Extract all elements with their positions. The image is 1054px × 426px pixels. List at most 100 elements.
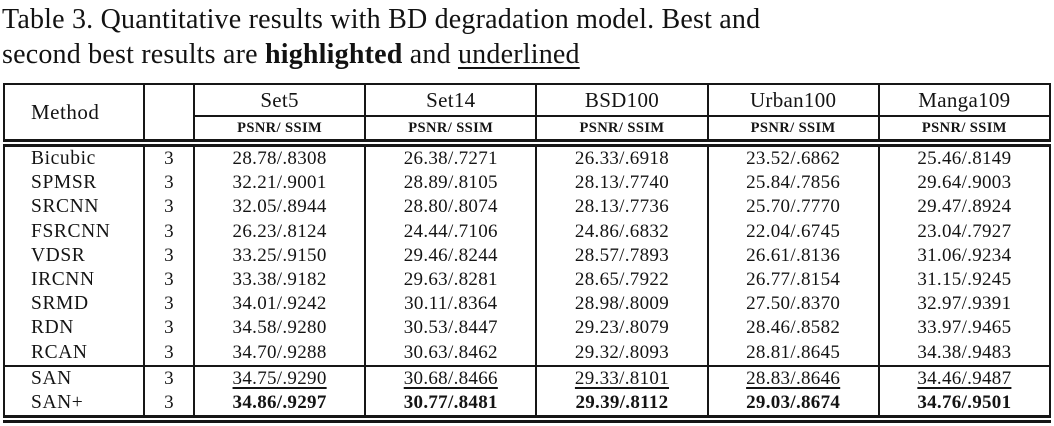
value-cell: 34.58/.9280 — [192, 316, 366, 341]
scale-column-header — [143, 84, 194, 147]
value-cell: 23.52/.6862 — [706, 143, 879, 172]
method-cell: SAN+ — [3, 390, 144, 420]
value-cell: 28.78/.8308 — [192, 143, 366, 172]
value-cell: 28.98/.8009 — [535, 292, 708, 317]
value-cell: 28.89/.8105 — [364, 171, 537, 196]
value-cell: 29.32/.8093 — [535, 340, 708, 366]
method-cell: VDSR — [3, 243, 144, 268]
value-cell: 32.21/.9001 — [192, 171, 366, 196]
method-cell: SRCNN — [3, 195, 144, 220]
value-cell: 33.25/.9150 — [192, 243, 366, 268]
scale-cell: 3 — [143, 292, 194, 317]
header-row-datasets: Method Set5 Set14 BSD100 Urban100 Manga1… — [3, 84, 1050, 147]
column-header-set5: Set5 — [192, 84, 366, 117]
method-cell: SPMSR — [3, 171, 144, 196]
scale-cell: 3 — [143, 243, 194, 268]
column-header-urban100: Urban100 — [706, 84, 879, 117]
metric-header-bsd100: PSNR/ SSIM — [535, 116, 708, 147]
column-header-bsd100: BSD100 — [535, 84, 708, 117]
value-cell: 26.33/.6918 — [535, 143, 708, 172]
method-cell: RDN — [3, 316, 144, 341]
scale-cell: 3 — [143, 316, 194, 341]
table-row: SAN+ 3 34.86/.9297 30.77/.8481 29.39/.8112 29… — [3, 390, 1050, 420]
table-row: VDSR 3 33.25/.9150 29.46/.8244 28.57/.7893 26… — [3, 243, 1050, 268]
column-header-manga109: Manga109 — [877, 84, 1050, 117]
value-cell: 26.23/.8124 — [192, 219, 366, 244]
caption-line2-pre: second best results are — [2, 39, 265, 70]
table-row: RDN 3 34.58/.9280 30.53/.8447 29.23/.8079 28.… — [3, 316, 1050, 341]
value-cell: 32.97/.9391 — [877, 292, 1050, 317]
metric-header-manga109: PSNR/ SSIM — [877, 116, 1050, 147]
table-caption: Table 3. Quantitative results with BD de… — [2, 2, 1054, 72]
value-cell: 28.80/.8074 — [364, 195, 537, 220]
value-cell: 34.76/.9501 — [877, 390, 1050, 420]
value-cell: 26.61/.8136 — [706, 243, 879, 268]
table-body: Bicubic 3 28.78/.8308 26.38/.7271 26.33/.691… — [3, 143, 1050, 420]
value-cell: 25.70/.7770 — [706, 195, 879, 220]
value-cell: 22.04/.6745 — [706, 219, 879, 244]
scale-cell: 3 — [143, 340, 194, 366]
caption-line2-mid: and — [402, 39, 458, 70]
value-cell: 28.57/.7893 — [535, 243, 708, 268]
method-column-header: Method — [3, 84, 144, 147]
method-cell: SAN — [3, 364, 144, 391]
caption-highlighted-word: highlighted — [264, 39, 403, 70]
table-row: RCAN 3 34.70/.9288 30.63/.8462 29.32/.8093 28… — [3, 340, 1050, 366]
value-cell: 28.81/.8645 — [706, 340, 879, 366]
value-cell: 31.06/.9234 — [877, 243, 1050, 268]
table-row: SRCNN 3 32.05/.8944 28.80/.8074 28.13/.7736 2… — [3, 195, 1050, 220]
method-cell: SRMD — [3, 292, 144, 317]
scale-cell: 3 — [143, 390, 194, 420]
value-cell: 30.53/.8447 — [364, 316, 537, 341]
scale-cell: 3 — [143, 171, 194, 196]
caption-underlined-word: underlined — [457, 39, 580, 70]
value-cell: 29.23/.8079 — [535, 316, 708, 341]
value-cell: 29.33/.8101 — [535, 364, 708, 391]
value-cell: 24.44/.7106 — [364, 219, 537, 244]
scale-cell: 3 — [143, 195, 194, 220]
value-cell: 30.11/.8364 — [364, 292, 537, 317]
value-cell: 25.84/.7856 — [706, 171, 879, 196]
header-row-metrics: PSNR/ SSIM PSNR/ SSIM PSNR/ SSIM PSNR/ S… — [4, 116, 1050, 147]
scale-cell: 3 — [143, 219, 194, 244]
value-cell: 27.50/.8370 — [706, 292, 879, 317]
table-row: FSRCNN 3 26.23/.8124 24.44/.7106 24.86/.6832… — [3, 219, 1050, 244]
value-cell: 26.77/.8154 — [706, 267, 879, 293]
method-cell: FSRCNN — [3, 219, 144, 244]
metric-header-set14: PSNR/ SSIM — [364, 116, 537, 147]
value-cell: 32.05/.8944 — [192, 195, 366, 220]
value-cell: 25.46/.8149 — [877, 143, 1050, 172]
value-cell: 34.01/.9242 — [192, 292, 366, 317]
caption-line1: Table 3. Quantitative results with BD de… — [2, 4, 761, 35]
value-cell: 28.83/.8646 — [706, 364, 879, 391]
value-cell: 28.46/.8582 — [706, 316, 879, 341]
value-cell: 28.65/.7922 — [535, 267, 708, 293]
table-row: SAN 3 34.75/.9290 30.68/.8466 29.33/.8101 28.… — [3, 364, 1050, 391]
scale-cell: 3 — [143, 143, 194, 172]
value-cell: 30.68/.8466 — [364, 364, 537, 391]
value-cell: 29.47/.8924 — [877, 195, 1050, 220]
method-cell: Bicubic — [3, 143, 144, 172]
value-cell: 30.63/.8462 — [364, 340, 537, 366]
table-row: SRMD 3 34.01/.9242 30.11/.8364 28.98/.8009 27… — [3, 292, 1050, 317]
value-cell: 31.15/.9245 — [877, 267, 1050, 293]
value-cell: 34.46/.9487 — [877, 364, 1050, 391]
value-cell: 34.38/.9483 — [877, 340, 1050, 366]
table-row: IRCNN 3 33.38/.9182 29.63/.8281 28.65/.7922 2… — [3, 267, 1050, 293]
value-cell: 34.75/.9290 — [192, 364, 366, 391]
value-cell: 34.70/.9288 — [192, 340, 366, 366]
table-header: Method Set5 Set14 BSD100 Urban100 Manga1… — [3, 84, 1050, 147]
results-table: Method Set5 Set14 BSD100 Urban100 Manga1… — [3, 83, 1051, 424]
value-cell: 28.13/.7736 — [535, 195, 708, 220]
table-row: SPMSR 3 32.21/.9001 28.89/.8105 28.13/.7740 2… — [3, 171, 1050, 196]
value-cell: 29.63/.8281 — [364, 267, 537, 293]
value-cell: 34.86/.9297 — [192, 390, 366, 420]
value-cell: 29.64/.9003 — [877, 171, 1050, 196]
scale-cell: 3 — [143, 364, 194, 391]
value-cell: 24.86/.6832 — [535, 219, 708, 244]
value-cell: 26.38/.7271 — [364, 143, 537, 172]
value-cell: 33.38/.9182 — [192, 267, 366, 293]
value-cell: 23.04/.7927 — [877, 219, 1050, 244]
column-header-set14: Set14 — [364, 84, 537, 117]
